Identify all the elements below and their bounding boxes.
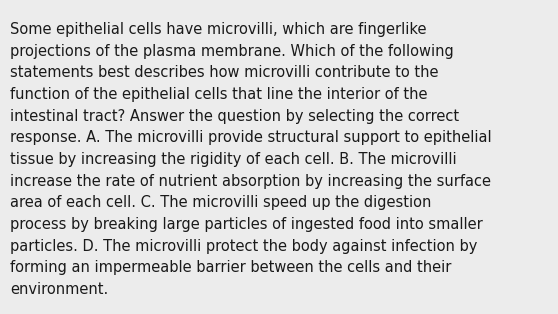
Text: tissue by increasing the rigidity of each cell. B. The microvilli: tissue by increasing the rigidity of eac… xyxy=(10,152,456,167)
Text: area of each cell. C. The microvilli speed up the digestion: area of each cell. C. The microvilli spe… xyxy=(10,195,431,210)
Text: projections of the plasma membrane. Which of the following: projections of the plasma membrane. Whic… xyxy=(10,44,454,59)
Text: increase the rate of nutrient absorption by increasing the surface: increase the rate of nutrient absorption… xyxy=(10,174,491,189)
Text: statements best describes how microvilli contribute to the: statements best describes how microvilli… xyxy=(10,65,439,80)
Text: forming an impermeable barrier between the cells and their: forming an impermeable barrier between t… xyxy=(10,260,451,275)
Text: process by breaking large particles of ingested food into smaller: process by breaking large particles of i… xyxy=(10,217,483,232)
Text: Some epithelial cells have microvilli, which are fingerlike: Some epithelial cells have microvilli, w… xyxy=(10,22,426,37)
Text: environment.: environment. xyxy=(10,282,108,297)
Text: particles. D. The microvilli protect the body against infection by: particles. D. The microvilli protect the… xyxy=(10,239,478,254)
Text: response. A. The microvilli provide structural support to epithelial: response. A. The microvilli provide stru… xyxy=(10,130,492,145)
Text: function of the epithelial cells that line the interior of the: function of the epithelial cells that li… xyxy=(10,87,427,102)
Text: intestinal tract? Answer the question by selecting the correct: intestinal tract? Answer the question by… xyxy=(10,109,459,124)
